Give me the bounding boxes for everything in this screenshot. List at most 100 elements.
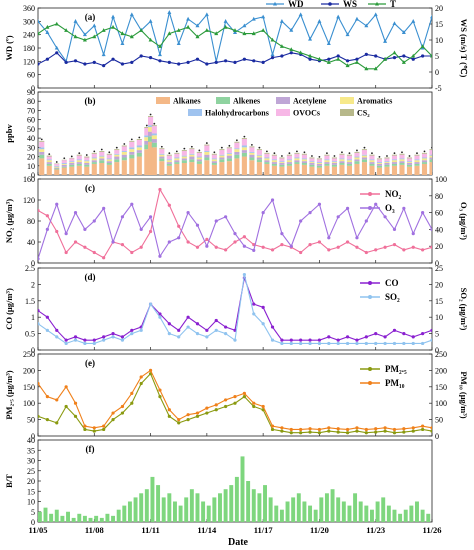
data-point (402, 427, 406, 431)
y-right-tick-label: 100 (435, 399, 447, 408)
data-point (327, 341, 331, 346)
data-point (411, 429, 415, 433)
bar (403, 509, 408, 522)
bar-Halohydrocarbons (204, 151, 210, 152)
y-right-tick-label: 60 (435, 209, 443, 218)
data-point (38, 19, 40, 23)
bar-total-marker (168, 152, 171, 155)
bar (60, 515, 65, 522)
bar-Aromatics (61, 163, 67, 165)
data-point (233, 30, 237, 34)
bar-CS₂ (99, 151, 105, 152)
bar-Aromatics (121, 151, 127, 155)
data-point (157, 52, 162, 57)
bar-Alkenes (354, 161, 360, 164)
data-point (214, 328, 218, 332)
data-point (158, 59, 162, 63)
legend-label: SO₂ (385, 292, 400, 302)
bar-Alkenes (309, 164, 315, 167)
bar (386, 505, 391, 522)
data-point (177, 62, 181, 66)
bar-Aromatics (136, 147, 142, 151)
data-point (73, 335, 78, 339)
bar-total-marker (228, 144, 231, 147)
data-point (158, 395, 162, 399)
data-point (252, 59, 256, 63)
bar-Halohydrocarbons (174, 157, 180, 159)
bar-total-marker (386, 155, 388, 157)
bar-total-marker (235, 139, 238, 142)
y-axis-title: NO₂ (μg/m³) (4, 199, 14, 243)
bar-Aromatics (166, 160, 172, 163)
data-point (38, 381, 40, 386)
bar-Acetylene (174, 160, 180, 163)
data-point (233, 28, 237, 32)
bar (161, 497, 166, 522)
data-point (374, 341, 378, 346)
bar-OVOCs (286, 155, 292, 160)
bar-Halohydrocarbons (256, 154, 262, 156)
data-point (355, 429, 359, 433)
x-tick-label: 11/17 (254, 525, 274, 535)
bar (313, 509, 318, 522)
data-point (45, 315, 49, 319)
data-point (204, 28, 209, 32)
bar-Alkenes (76, 163, 82, 166)
data-point (92, 219, 96, 223)
bar-Halohydrocarbons (106, 158, 112, 160)
data-point (383, 245, 387, 249)
data-point (383, 429, 387, 433)
bar (49, 513, 54, 522)
data-point (120, 41, 125, 46)
bar-Acetylene (429, 157, 432, 160)
bar-Aromatics (294, 158, 300, 161)
bar-Alkanes (84, 166, 90, 175)
data-point (317, 202, 322, 206)
data-point (64, 232, 68, 236)
data-point (345, 32, 350, 37)
data-point (83, 245, 87, 249)
bar-total-marker (281, 155, 283, 157)
bar-Acetylene (354, 159, 360, 162)
data-point (224, 59, 228, 63)
bar-Alkenes (166, 163, 172, 166)
plot-area (38, 187, 432, 261)
data-point (167, 60, 171, 64)
data-point (421, 248, 425, 252)
bar (409, 505, 414, 522)
bar-total-marker (138, 136, 141, 139)
bar-Alkanes (148, 141, 154, 175)
data-point (177, 335, 181, 339)
bar (347, 505, 352, 522)
bar-Acetylene (166, 162, 172, 164)
bar (324, 493, 329, 522)
data-point (205, 406, 209, 410)
bar (302, 501, 307, 522)
bar-Aromatics (219, 155, 225, 158)
x-tick-label: 11/11 (141, 525, 159, 535)
data-point (299, 338, 303, 342)
bar-Halohydrocarbons (76, 159, 82, 161)
data-point (336, 427, 340, 431)
data-point (186, 325, 190, 329)
data-point (38, 414, 40, 418)
bar-Alkenes (99, 160, 105, 164)
bar-Acetylene (61, 164, 67, 167)
legend-marker (368, 281, 372, 285)
bar-Alkenes (196, 161, 202, 164)
bar-CS₂ (376, 158, 383, 160)
data-point (252, 312, 256, 316)
data-point (139, 28, 144, 32)
bar-Alkanes (196, 163, 202, 175)
data-point (120, 215, 125, 219)
data-point (421, 211, 425, 215)
data-point (299, 219, 303, 223)
data-point (195, 34, 200, 39)
data-point (195, 411, 200, 415)
bar-OVOCs (159, 149, 165, 154)
bar-Acetylene (241, 150, 247, 153)
bar-OVOCs (151, 126, 157, 134)
bar (234, 476, 239, 522)
bar-OVOCs (339, 154, 345, 159)
bar-Aromatics (406, 162, 413, 164)
